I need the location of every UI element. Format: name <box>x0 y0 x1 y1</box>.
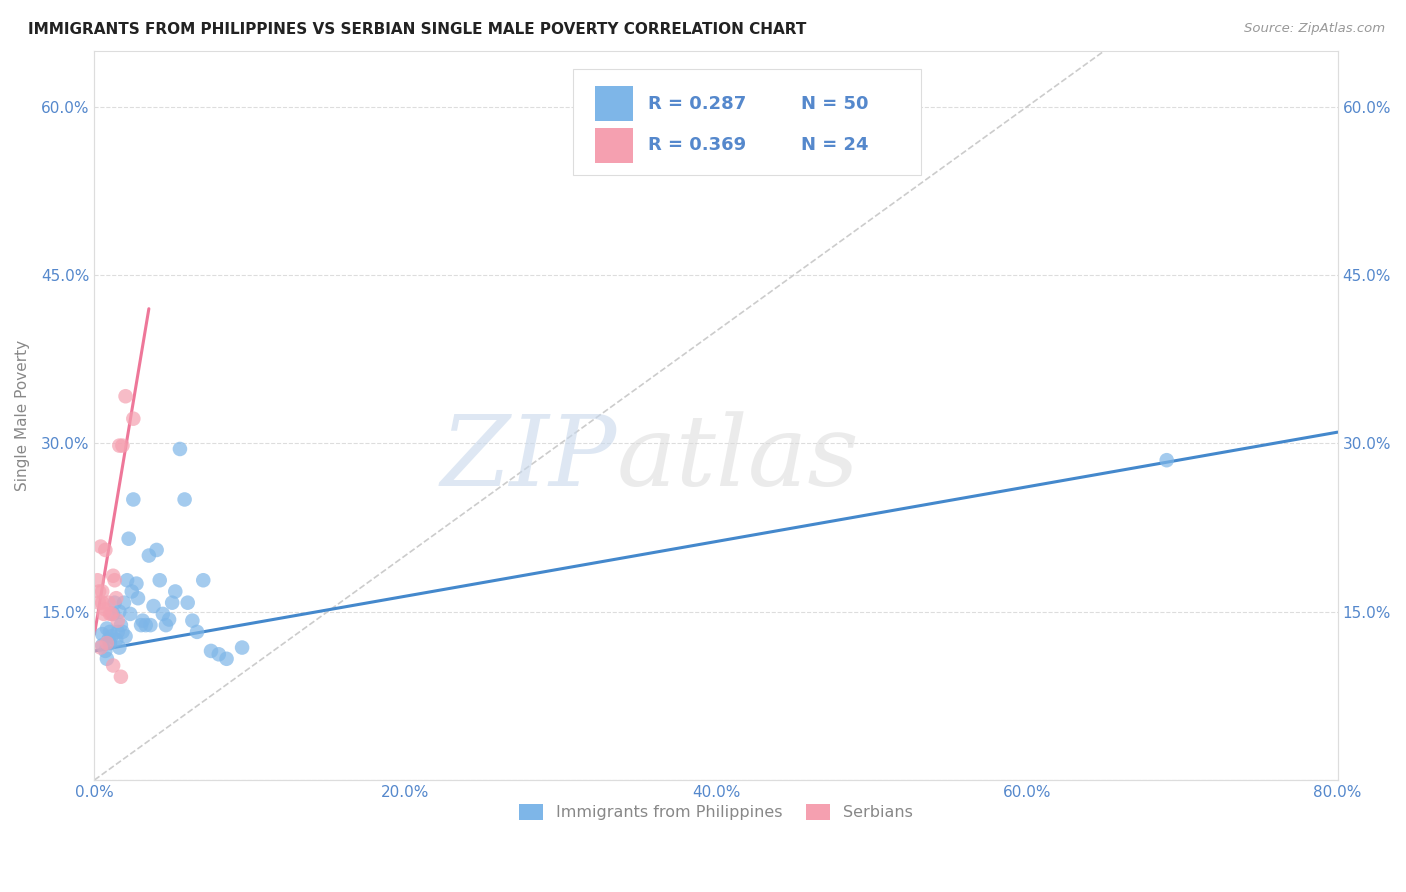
Point <box>98 636 121 650</box>
Point <box>96 622 118 636</box>
Point <box>91 627 114 641</box>
Point <box>121 584 143 599</box>
Point <box>101 607 124 621</box>
Point <box>105 591 128 606</box>
Point <box>131 614 153 628</box>
Point <box>100 629 122 643</box>
Text: Source: ZipAtlas.com: Source: ZipAtlas.com <box>1244 22 1385 36</box>
Point <box>122 492 145 507</box>
Point <box>115 573 138 587</box>
Point <box>104 596 127 610</box>
Point <box>98 624 121 639</box>
Point <box>111 624 134 639</box>
Point <box>105 632 128 647</box>
FancyBboxPatch shape <box>574 69 921 175</box>
Point <box>169 442 191 456</box>
Point <box>127 591 149 606</box>
Point <box>165 584 187 599</box>
Point <box>110 618 132 632</box>
Point <box>155 618 177 632</box>
Point <box>91 596 114 610</box>
Point <box>173 492 195 507</box>
Point <box>149 573 172 587</box>
Point <box>97 596 120 610</box>
Point <box>89 584 111 599</box>
Point <box>231 640 253 655</box>
Point <box>96 652 118 666</box>
Point <box>112 596 135 610</box>
Point <box>89 596 111 610</box>
Point <box>90 640 112 655</box>
Point <box>118 532 141 546</box>
Point <box>177 596 200 610</box>
Point <box>114 389 136 403</box>
Text: N = 24: N = 24 <box>800 136 868 154</box>
Point <box>110 670 132 684</box>
Bar <box>596 87 633 121</box>
Point <box>108 605 131 619</box>
Point <box>93 607 115 621</box>
Point <box>138 549 160 563</box>
Point <box>91 584 114 599</box>
Point <box>129 618 152 632</box>
Point <box>108 439 131 453</box>
Point <box>94 644 117 658</box>
Point <box>108 640 131 655</box>
Point <box>193 573 215 587</box>
Point <box>142 599 165 613</box>
Text: ZIP: ZIP <box>440 411 617 507</box>
Point <box>114 629 136 643</box>
Point <box>181 614 204 628</box>
Point <box>1156 453 1178 467</box>
Point <box>135 618 157 632</box>
Point <box>122 411 145 425</box>
Y-axis label: Single Male Poverty: Single Male Poverty <box>15 340 30 491</box>
Point <box>160 596 183 610</box>
Point <box>101 568 124 582</box>
Point <box>90 540 112 554</box>
Text: R = 0.287: R = 0.287 <box>648 95 747 112</box>
Point <box>86 573 108 587</box>
Point <box>101 658 124 673</box>
Point <box>96 636 118 650</box>
Point <box>107 624 129 639</box>
Point <box>145 543 167 558</box>
Point <box>139 618 162 632</box>
Text: IMMIGRANTS FROM PHILIPPINES VS SERBIAN SINGLE MALE POVERTY CORRELATION CHART: IMMIGRANTS FROM PHILIPPINES VS SERBIAN S… <box>28 22 807 37</box>
Point <box>200 644 222 658</box>
Point <box>100 607 122 621</box>
Point <box>157 613 180 627</box>
Point <box>104 573 127 587</box>
Point <box>107 614 129 628</box>
Point <box>111 439 134 453</box>
Point <box>208 648 231 662</box>
Point <box>91 638 114 652</box>
Point <box>94 543 117 558</box>
Point <box>94 602 117 616</box>
Bar <box>596 128 633 162</box>
Text: N = 50: N = 50 <box>800 95 868 112</box>
Point <box>97 632 120 647</box>
Text: R = 0.369: R = 0.369 <box>648 136 745 154</box>
Point <box>215 652 238 666</box>
Point <box>125 576 148 591</box>
Legend: Immigrants from Philippines, Serbians: Immigrants from Philippines, Serbians <box>513 797 920 827</box>
Point <box>152 607 174 621</box>
Point <box>98 607 121 621</box>
Point <box>120 607 142 621</box>
Point <box>186 624 208 639</box>
Text: atlas: atlas <box>617 411 859 507</box>
